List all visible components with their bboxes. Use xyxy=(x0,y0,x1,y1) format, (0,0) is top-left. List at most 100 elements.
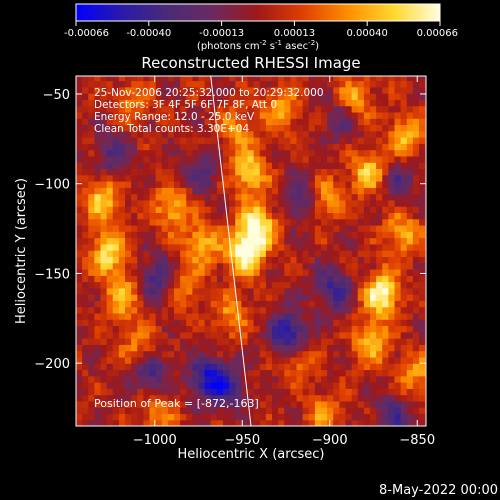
heatmap-cell xyxy=(241,262,249,270)
heatmap-cell xyxy=(167,388,175,396)
heatmap-cell xyxy=(388,344,396,352)
heatmap-cell xyxy=(308,338,316,345)
heatmap-cell xyxy=(406,130,414,138)
heatmap-cell xyxy=(210,312,218,320)
heatmap-cell xyxy=(180,356,187,364)
heatmap-cell xyxy=(284,312,291,320)
heatmap-cell xyxy=(308,375,316,383)
heatmap-cell xyxy=(394,137,402,144)
heatmap-cell xyxy=(235,350,242,358)
heatmap-cell xyxy=(412,162,420,170)
heatmap-cell xyxy=(272,407,279,415)
heatmap-cell xyxy=(161,193,169,201)
heatmap-cell xyxy=(143,237,151,245)
heatmap-cell xyxy=(125,400,132,408)
heatmap-cell xyxy=(223,287,230,295)
heatmap-cell xyxy=(131,287,138,295)
heatmap-cell xyxy=(265,268,273,276)
heatmap-cell xyxy=(88,312,95,320)
heatmap-cell xyxy=(363,338,371,345)
x-tick-label: −850 xyxy=(399,433,435,448)
heatmap-cell xyxy=(247,231,255,239)
heatmap-cell xyxy=(180,400,187,408)
heatmap-cell xyxy=(296,93,304,100)
heatmap-cell xyxy=(321,162,328,170)
heatmap-cell xyxy=(321,331,328,339)
heatmap-cell xyxy=(94,187,102,195)
colorbar-units: (photons cm-2 s-1 asec-2) xyxy=(197,39,319,52)
heatmap-cell xyxy=(302,86,310,94)
heatmap-cell xyxy=(210,181,218,188)
heatmap-cell xyxy=(229,187,236,195)
heatmap-cell xyxy=(388,338,396,345)
heatmap-cell xyxy=(216,407,224,415)
heatmap-cell xyxy=(419,256,426,264)
heatmap-cell xyxy=(370,76,377,82)
heatmap-cell xyxy=(357,338,365,345)
heatmap-cell xyxy=(394,382,402,389)
heatmap-cell xyxy=(363,237,371,245)
heatmap-cell xyxy=(308,86,316,94)
heatmap-cell xyxy=(216,256,224,264)
heatmap-cell xyxy=(321,237,328,245)
heatmap-cell xyxy=(370,231,377,239)
heatmap-cell xyxy=(118,193,126,201)
heatmap-cell xyxy=(149,306,157,314)
heatmap-cell xyxy=(308,118,316,126)
heatmap-cell xyxy=(192,319,200,327)
heatmap-cell xyxy=(400,118,408,126)
heatmap-cell xyxy=(192,356,200,364)
heatmap-cell xyxy=(419,181,426,188)
heatmap-cell xyxy=(137,312,144,320)
heatmap-cell xyxy=(192,407,200,415)
heatmap-cell xyxy=(345,300,353,308)
heatmap-cell xyxy=(161,306,169,314)
heatmap-cell xyxy=(180,76,187,82)
heatmap-cell xyxy=(88,300,95,308)
heatmap-cell xyxy=(376,419,383,426)
heatmap-cell xyxy=(143,86,151,94)
heatmap-cell xyxy=(363,319,371,327)
heatmap-cell xyxy=(382,224,389,232)
heatmap-cell xyxy=(290,382,298,389)
heatmap-cell xyxy=(388,363,396,371)
heatmap-cell xyxy=(216,137,224,144)
heatmap-cell xyxy=(137,243,144,251)
heatmap-cell xyxy=(198,413,206,421)
heatmap-cell xyxy=(345,268,353,276)
heatmap-cell xyxy=(161,262,169,270)
heatmap-cell xyxy=(370,218,377,226)
heatmap-cell xyxy=(302,275,310,283)
heatmap-cell xyxy=(278,80,285,88)
heatmap-cell xyxy=(125,224,132,232)
heatmap-cell xyxy=(345,105,353,113)
heatmap-cell xyxy=(370,407,377,415)
heatmap-cell xyxy=(186,400,193,408)
heatmap-cell xyxy=(198,350,206,358)
heatmap-cell xyxy=(192,331,200,339)
heatmap-cell xyxy=(94,80,102,88)
heatmap-cell xyxy=(302,155,310,163)
heatmap-cell xyxy=(149,86,157,94)
heatmap-cell xyxy=(406,168,414,176)
heatmap-cell xyxy=(382,199,389,207)
heatmap-cell xyxy=(192,193,200,201)
heatmap-cell xyxy=(100,388,108,396)
heatmap-cell xyxy=(333,419,340,426)
heatmap-cell xyxy=(278,199,285,207)
heatmap-cell xyxy=(376,413,383,421)
y-tick-label: −150 xyxy=(34,267,70,282)
heatmap-cell xyxy=(412,325,420,333)
heatmap-cell xyxy=(125,231,132,239)
heatmap-cell xyxy=(229,193,236,201)
heatmap-cell xyxy=(88,224,95,232)
heatmap-cell xyxy=(174,268,181,276)
heatmap-cell xyxy=(100,413,108,421)
heatmap-cell xyxy=(363,155,371,163)
heatmap-cell xyxy=(143,181,151,188)
heatmap-cell xyxy=(174,124,181,132)
heatmap-cell xyxy=(345,312,353,320)
heatmap-cell xyxy=(253,256,261,264)
heatmap-cell xyxy=(137,181,144,188)
heatmap-cell xyxy=(394,162,402,170)
